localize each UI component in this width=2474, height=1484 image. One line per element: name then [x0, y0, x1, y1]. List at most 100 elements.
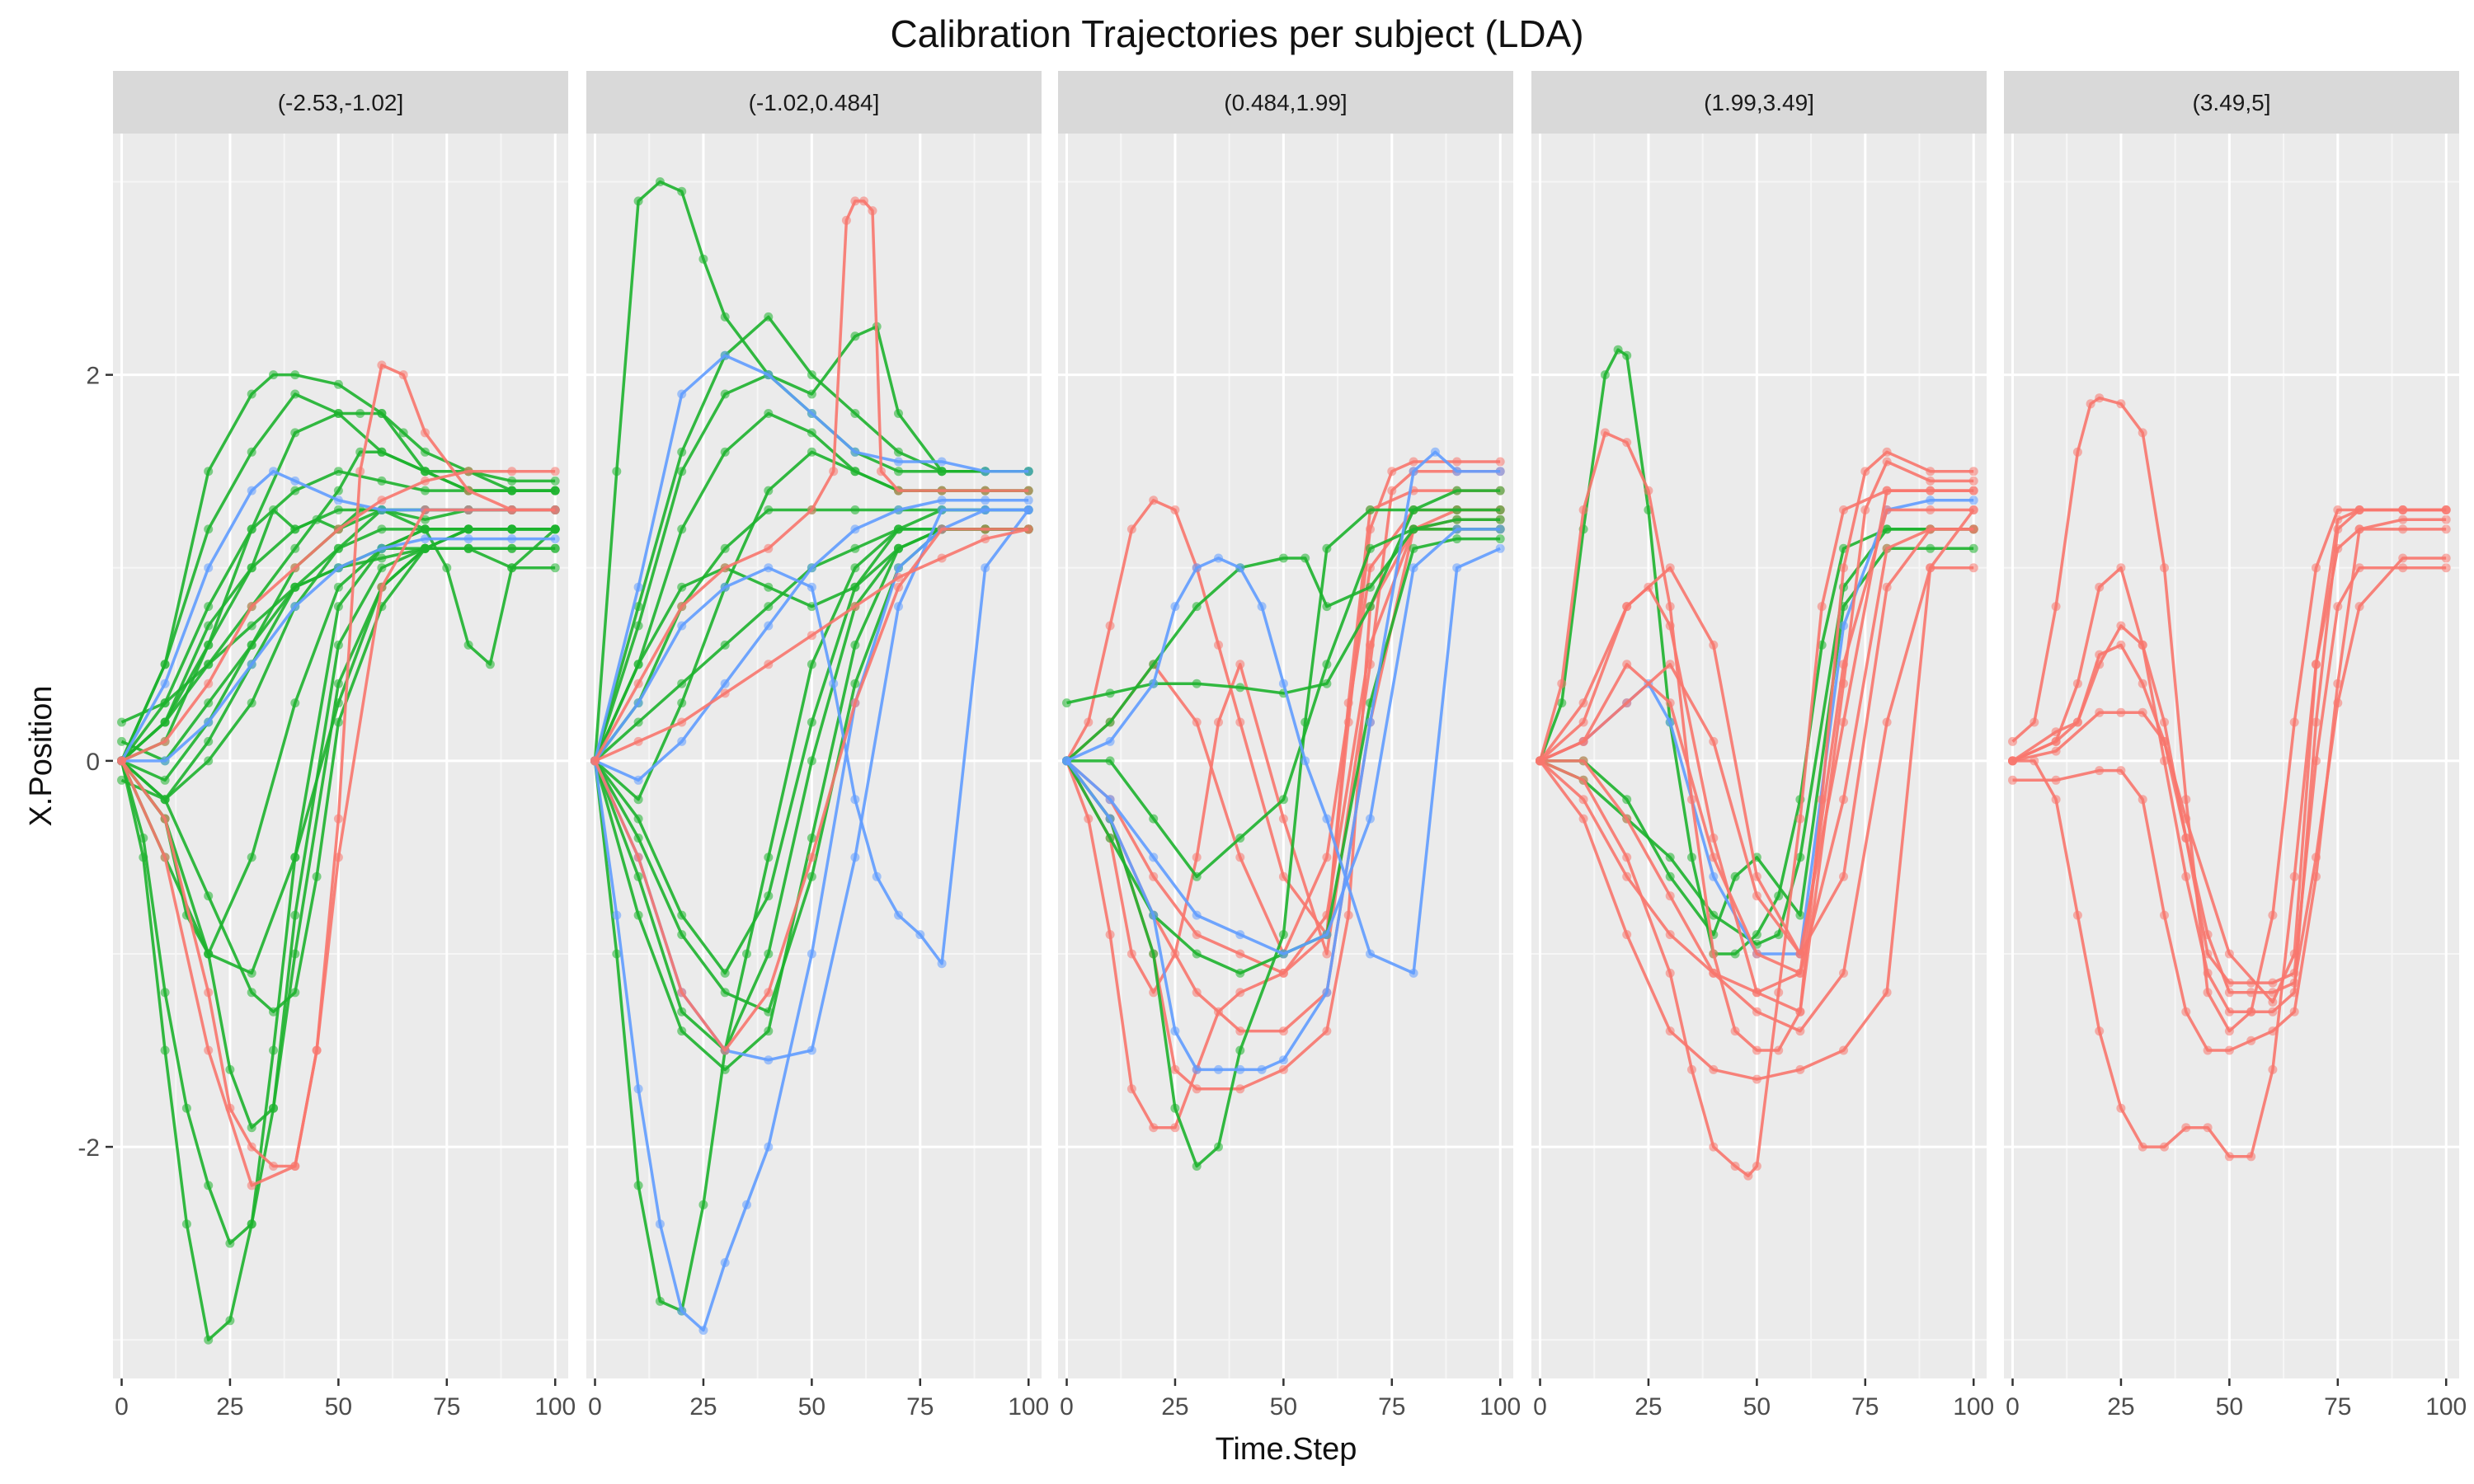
data-point [1235, 930, 1245, 940]
data-point [204, 1045, 214, 1055]
data-point [2398, 563, 2408, 573]
data-point [764, 988, 774, 998]
data-point [764, 505, 774, 514]
data-point [1126, 949, 1136, 959]
data-point [850, 698, 860, 708]
data-point [1278, 679, 1288, 688]
data-point [247, 1219, 256, 1229]
data-point [1839, 795, 1848, 805]
data-point [850, 467, 860, 477]
data-point [269, 1103, 278, 1113]
data-point [1882, 486, 1892, 495]
data-point [290, 389, 300, 399]
data-point [204, 736, 214, 746]
data-point [1278, 795, 1288, 805]
data-point [720, 543, 730, 553]
data-point [247, 621, 256, 631]
data-point [117, 775, 126, 785]
data-point [1214, 553, 1223, 563]
series-line-red [2011, 566, 2447, 984]
data-point [1409, 563, 1418, 573]
data-point [1839, 660, 1848, 669]
data-point [1192, 910, 1202, 920]
data-point [981, 495, 990, 505]
data-point [247, 563, 256, 573]
data-point [2160, 756, 2169, 766]
data-point [550, 467, 560, 477]
data-point [1192, 871, 1202, 881]
data-point [333, 379, 343, 389]
facet-strip-label: (0.484,1.99] [1224, 90, 1347, 115]
data-point [507, 563, 517, 573]
data-point [2138, 640, 2147, 650]
data-point [633, 582, 643, 592]
data-point [850, 640, 860, 650]
data-point [1343, 910, 1353, 920]
data-point [1665, 968, 1675, 978]
panel-background [2004, 134, 2459, 1378]
data-point [2224, 988, 2234, 998]
data-point [2398, 505, 2408, 514]
data-point [764, 602, 774, 612]
data-point [1926, 563, 1935, 573]
data-point [1452, 457, 1462, 467]
data-point [377, 563, 387, 573]
data-point [868, 206, 877, 216]
series-line-green [593, 180, 1029, 762]
data-point [2224, 949, 2234, 959]
data-point [2160, 736, 2169, 746]
facet-strip [1058, 71, 1513, 134]
data-point [1839, 543, 1848, 553]
data-point [1105, 756, 1115, 766]
data-point [807, 717, 816, 727]
data-point [355, 467, 365, 477]
data-point [698, 1200, 708, 1209]
data-point [1665, 891, 1675, 901]
data-point [850, 331, 860, 341]
data-point [2224, 1045, 2234, 1055]
data-point [1235, 852, 1245, 862]
data-point [1322, 1026, 1332, 1036]
data-point [1578, 698, 1588, 708]
data-point [1278, 949, 1288, 959]
data-point [181, 1103, 191, 1113]
data-point [290, 1162, 300, 1171]
data-point [247, 1181, 256, 1190]
data-point [764, 1026, 774, 1036]
data-point [1278, 968, 1288, 978]
data-point [290, 602, 300, 612]
data-point [894, 505, 903, 514]
data-point [269, 1007, 278, 1017]
x-tick-label: 50 [1270, 1393, 1297, 1421]
data-point [2181, 795, 2191, 805]
data-point [850, 582, 860, 592]
data-point [507, 505, 517, 514]
data-point [421, 476, 430, 486]
chart-title: Calibration Trajectories per subject (LD… [890, 12, 1584, 55]
data-point [1278, 814, 1288, 824]
data-point [2333, 602, 2343, 612]
data-point [507, 534, 517, 544]
data-point [1387, 467, 1397, 477]
data-point [1495, 457, 1505, 467]
data-point [1387, 486, 1397, 495]
data-point [1578, 736, 1588, 746]
data-point [1968, 486, 1978, 495]
data-point [2051, 775, 2061, 785]
series-group [1536, 345, 1978, 1181]
data-point [1495, 534, 1505, 544]
data-point [1235, 949, 1245, 959]
data-point [2116, 1103, 2126, 1113]
data-point [1170, 1026, 1180, 1036]
data-point [247, 852, 256, 862]
data-point [894, 910, 903, 920]
data-point [377, 505, 387, 514]
x-tick-label: 0 [1533, 1393, 1547, 1421]
y-tick-label: -2 [78, 1134, 100, 1162]
x-tick-label: 25 [1634, 1393, 1662, 1421]
data-point [1192, 679, 1202, 688]
facet-panel-1: (-2.53,-1.02] 0 25 50 75 100 -2 0 2 [78, 71, 576, 1421]
data-point [507, 467, 517, 477]
data-point [1882, 447, 1892, 457]
